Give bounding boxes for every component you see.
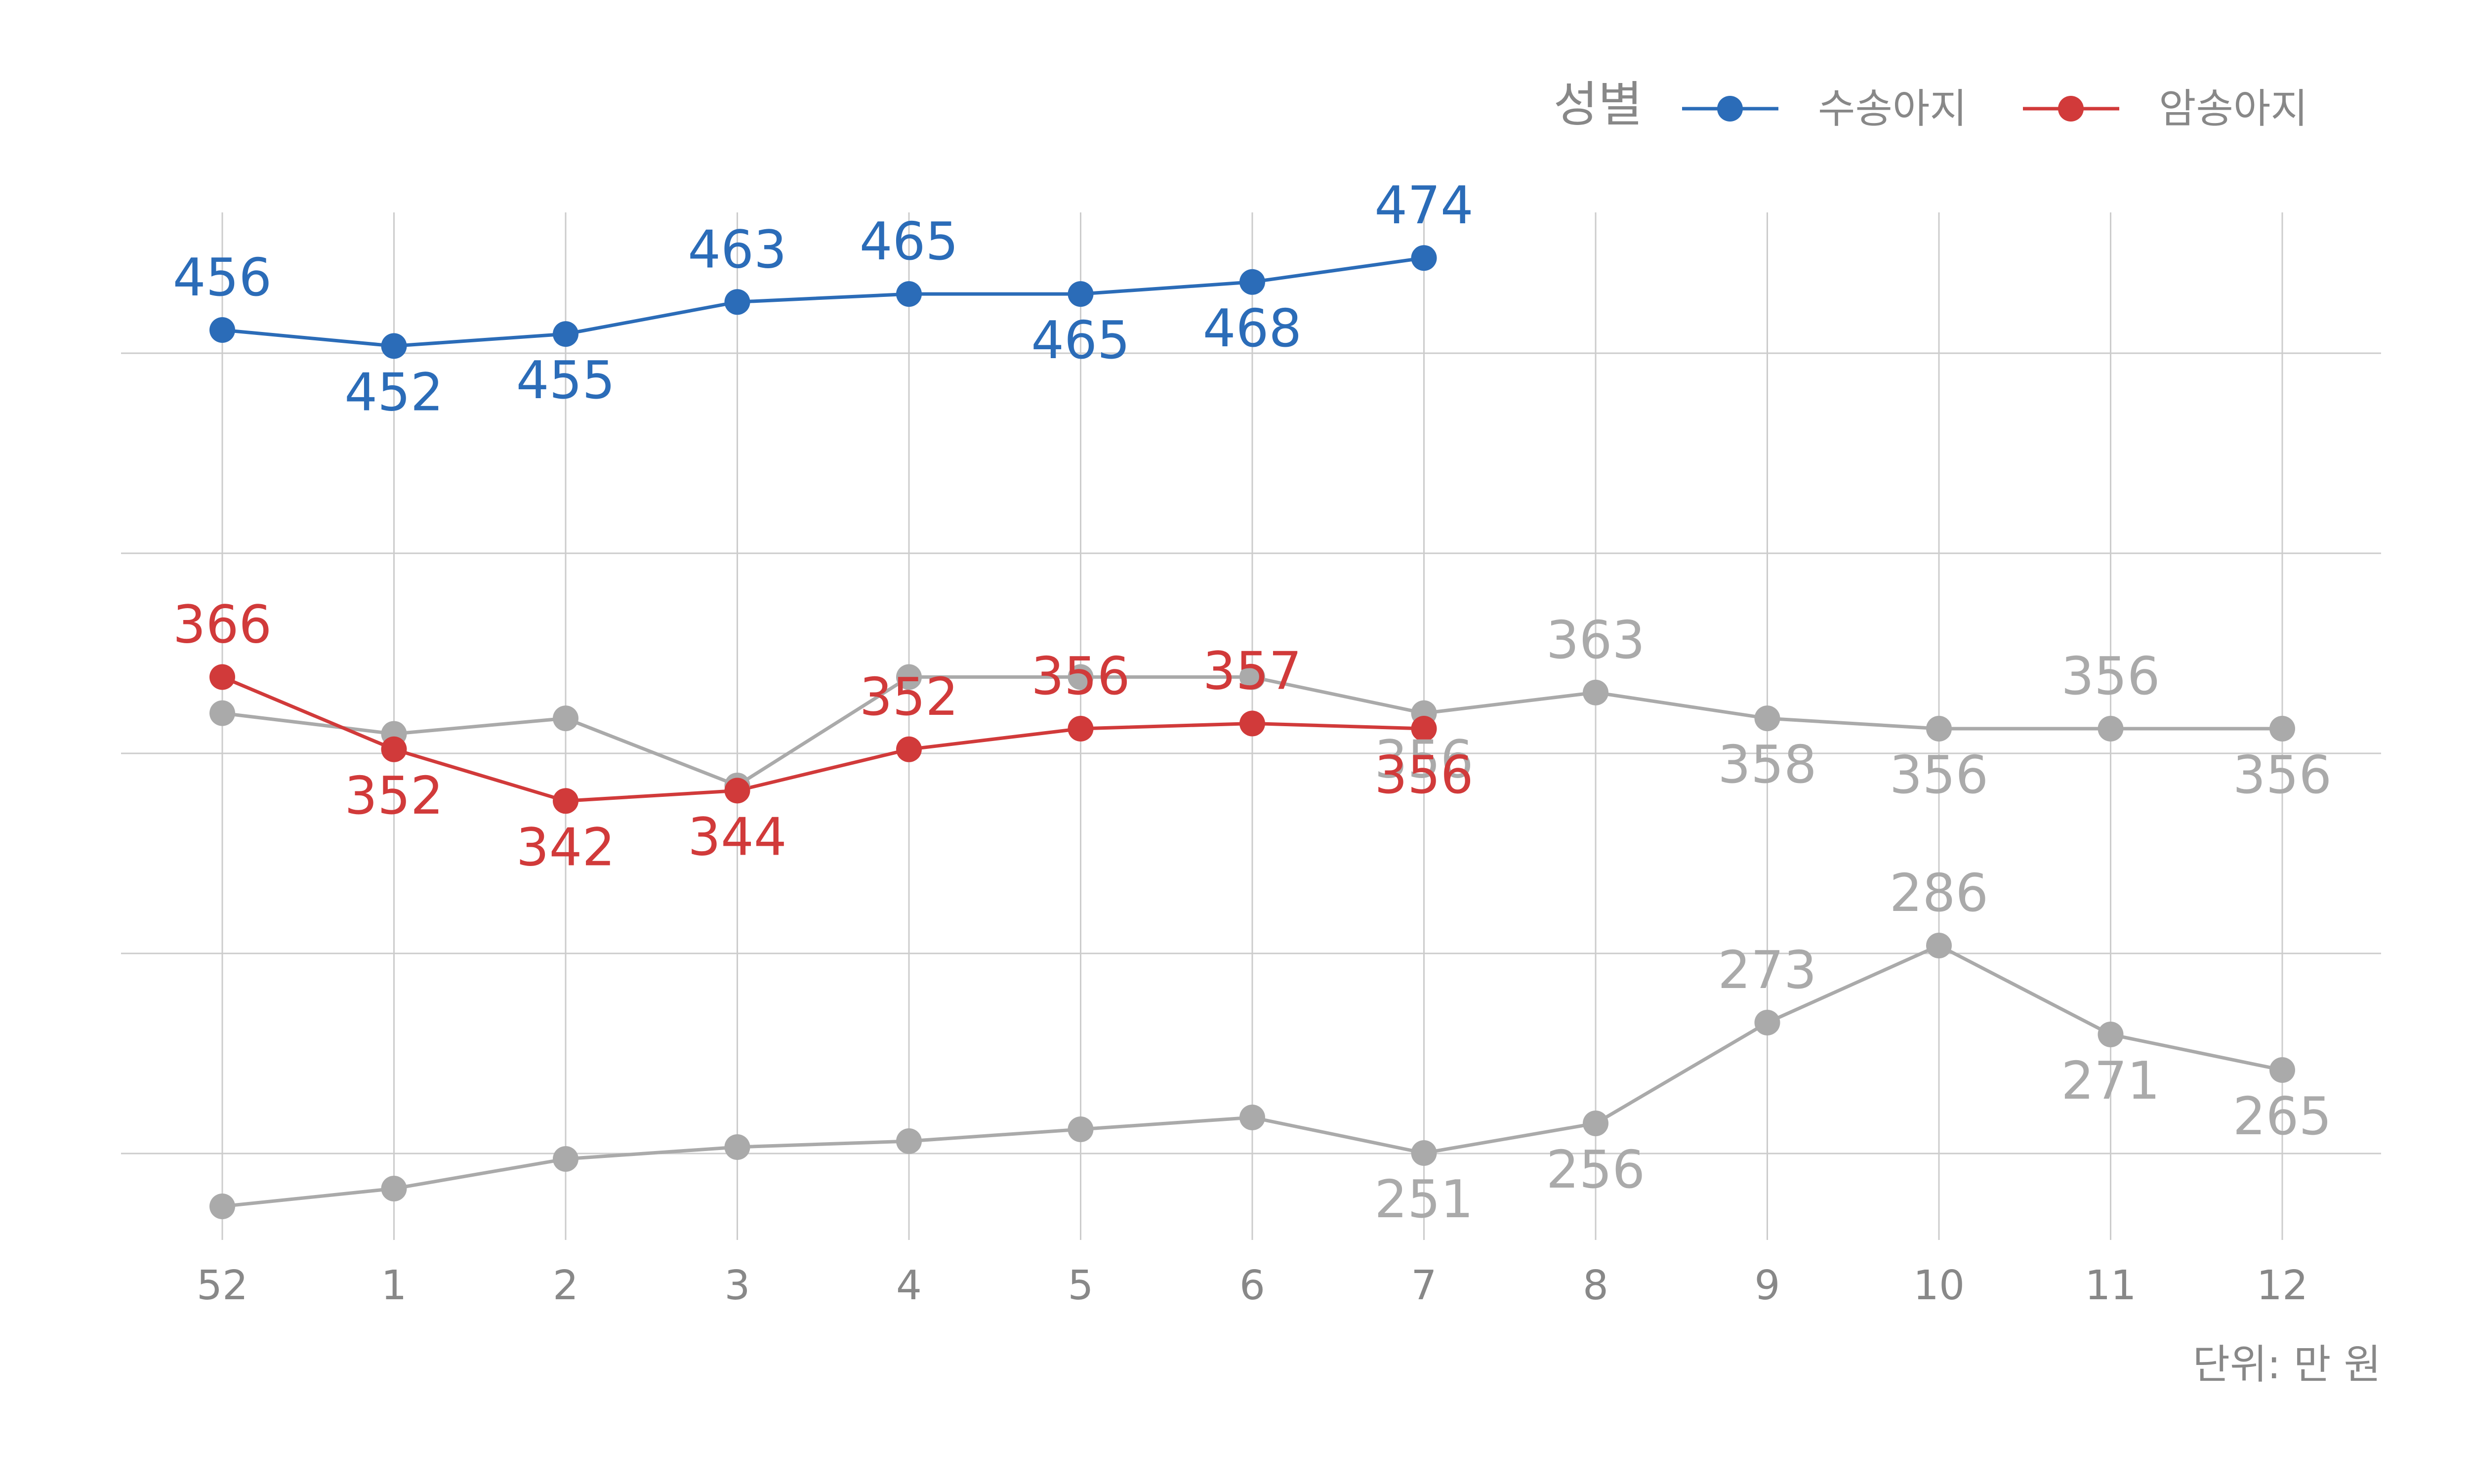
- legend-marker-series-1: [2058, 96, 2084, 122]
- unit-note: 단위: 만 원: [2192, 1341, 2381, 1388]
- series-1-label-6: 357: [1203, 641, 1302, 701]
- legend: 성별 수송아지 암송아지: [1554, 77, 2308, 133]
- series-1-point-0: [209, 664, 235, 690]
- series-2-point-6: [1239, 664, 1265, 690]
- series-1-label-0: 366: [173, 595, 272, 655]
- x-tick-label-1: 1: [381, 1262, 407, 1309]
- legend-marker-series-0: [1717, 96, 1743, 122]
- series-1-point-7: [1411, 716, 1437, 742]
- series-0-point-6: [1239, 269, 1265, 295]
- series-3-point-3: [724, 1134, 750, 1160]
- series-1-label-5: 356: [1031, 646, 1130, 706]
- series-2-label-8: 363: [1546, 610, 1645, 670]
- series-3-point-9: [1754, 1010, 1780, 1035]
- series-2-point-10: [1926, 716, 1952, 742]
- series-1-label-3: 344: [688, 807, 786, 867]
- x-tick-label-6: 6: [1239, 1262, 1265, 1309]
- series-3-label-11: 271: [2061, 1051, 2160, 1111]
- series-2-point-4: [896, 664, 922, 690]
- series-3-point-4: [896, 1128, 922, 1154]
- series-0-label-4: 465: [860, 211, 958, 272]
- series-points: [209, 245, 2295, 1219]
- series-0-label-7: 474: [1374, 175, 1473, 236]
- series-0-point-2: [553, 321, 578, 347]
- series-3-label-10: 286: [1890, 863, 1988, 923]
- series-3-label-12: 265: [2233, 1086, 2332, 1147]
- x-tick-label-11: 11: [2085, 1262, 2136, 1309]
- x-tick-label-8: 8: [1583, 1262, 1608, 1309]
- x-tick-label-3: 3: [724, 1262, 750, 1309]
- series-3-point-10: [1926, 933, 1952, 958]
- series-0-point-0: [209, 317, 235, 343]
- series-1-point-5: [1068, 716, 1094, 742]
- series-2-label-11: 356: [2061, 646, 2160, 706]
- series-2-label-9: 358: [1718, 735, 1816, 795]
- series-0-label-1: 452: [344, 362, 443, 422]
- series-1-point-4: [896, 736, 922, 762]
- series-0-point-7: [1411, 245, 1437, 271]
- series-1-label-1: 352: [344, 766, 443, 826]
- series-3-label-8: 256: [1546, 1140, 1645, 1200]
- series-3-label-7: 251: [1374, 1169, 1473, 1230]
- x-tick-label-2: 2: [553, 1262, 578, 1309]
- x-tick-label-10: 10: [1913, 1262, 1965, 1309]
- series-2-point-12: [2269, 716, 2295, 742]
- series-2-point-5: [1068, 664, 1094, 690]
- series-3-point-6: [1239, 1105, 1265, 1130]
- series-3-point-8: [1583, 1111, 1608, 1136]
- series-1-point-1: [381, 736, 407, 762]
- series-3-point-5: [1068, 1116, 1094, 1142]
- series-0-label-2: 455: [516, 350, 615, 411]
- series-1-point-3: [724, 778, 750, 804]
- series-3-label-9: 273: [1718, 940, 1816, 1000]
- series-0-point-4: [896, 281, 922, 307]
- x-tick-label-0: 52: [197, 1262, 248, 1309]
- legend-label-series-1: 암송아지: [2159, 85, 2308, 132]
- series-2-label-10: 356: [1890, 745, 1988, 805]
- series-3-point-1: [381, 1176, 407, 1201]
- series-2-point-11: [2098, 716, 2124, 742]
- series-1-point-6: [1239, 710, 1265, 737]
- series-3-point-7: [1411, 1140, 1437, 1166]
- x-tick-label-7: 7: [1411, 1262, 1437, 1309]
- series-2-point-8: [1583, 679, 1608, 705]
- series-3-point-12: [2269, 1057, 2295, 1083]
- series-2-label-12: 356: [2233, 745, 2332, 805]
- legend-label-series-0: 수송아지: [1818, 85, 1967, 132]
- series-1-label-2: 342: [516, 817, 615, 877]
- series-1-label-7: 356: [1374, 745, 1473, 805]
- series-2-point-0: [209, 700, 235, 726]
- series-3-point-0: [209, 1194, 235, 1219]
- series-2-label-7: 356: [1374, 730, 1473, 790]
- series-line-1: [221, 675, 1424, 803]
- series-0-point-3: [724, 289, 750, 315]
- x-tick-label-9: 9: [1754, 1262, 1780, 1309]
- series-0-point-1: [381, 333, 407, 359]
- x-tick-label-4: 4: [896, 1262, 922, 1309]
- series-1-label-4: 352: [860, 667, 958, 727]
- series-0-label-0: 456: [173, 247, 272, 308]
- x-tick-label-5: 5: [1068, 1262, 1093, 1309]
- series-1-point-2: [553, 788, 578, 814]
- x-axis-ticks: 52 1 2 3 4 5 6 7 8 9 10 11 12: [197, 1262, 2308, 1309]
- legend-title: 성별: [1554, 77, 1643, 133]
- series-0-label-3: 463: [688, 219, 786, 280]
- series-0-label-5: 465: [1031, 310, 1130, 371]
- series-0-label-6: 468: [1203, 298, 1302, 359]
- series-0-point-5: [1068, 281, 1094, 307]
- x-tick-label-12: 12: [2257, 1262, 2308, 1309]
- series-3-point-2: [553, 1146, 578, 1172]
- series-2-point-9: [1754, 705, 1780, 732]
- series-line-0: [222, 256, 1424, 348]
- series-2-point-2: [553, 705, 578, 732]
- series-3-point-11: [2098, 1022, 2124, 1047]
